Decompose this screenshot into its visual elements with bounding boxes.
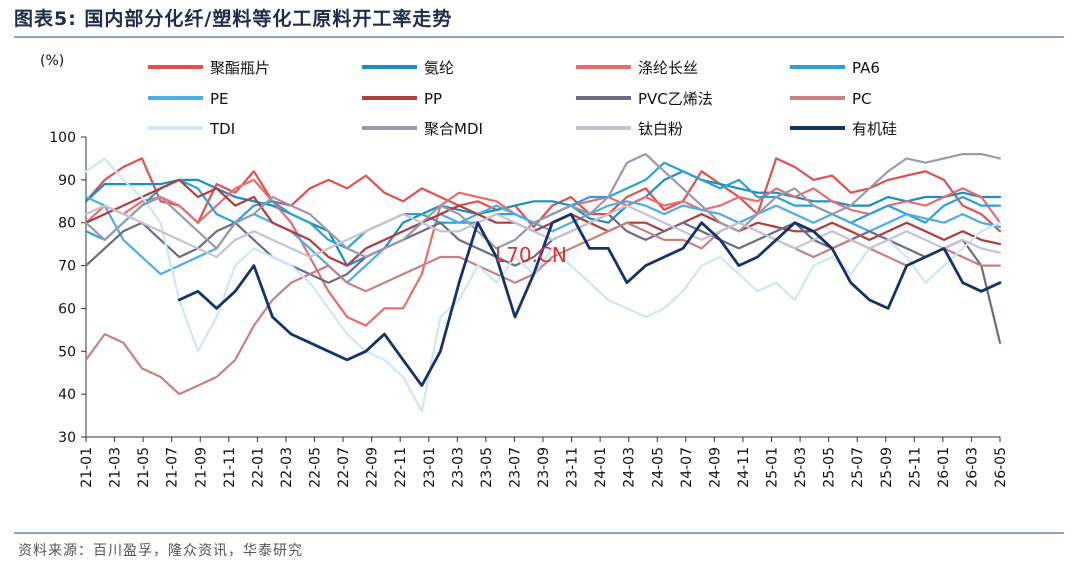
series-line: [84, 204, 1002, 259]
source-note: 资料来源：百川盈孚，隆众资讯，华泰研究: [18, 543, 303, 559]
y-tick-label: 80: [58, 216, 76, 232]
legend-label: 聚酯瓶片: [210, 59, 270, 77]
legend-label: 聚合MDI: [424, 120, 483, 138]
x-tick-label: 22-07: [336, 447, 352, 488]
series-line: [177, 212, 1002, 387]
legend-label: TDI: [209, 120, 235, 138]
x-tick-label: 23-07: [507, 447, 523, 488]
y-tick-label: 60: [58, 301, 76, 317]
legend-label: 涤纶长丝: [638, 59, 698, 77]
page-title: 图表5: 国内部分化纤/塑料等化工原料开工率走势: [14, 8, 453, 30]
legend-label: 氨纶: [424, 59, 454, 77]
x-tick-label: 23-03: [450, 447, 466, 488]
footer-divider: [14, 532, 1064, 534]
y-tick-label: 70: [58, 259, 76, 275]
series-line: [84, 213, 1002, 344]
x-tick-label: 23-05: [479, 447, 495, 488]
x-tick-label: 21-07: [165, 447, 181, 488]
x-tick-label: 25-09: [879, 447, 895, 488]
x-tick-label: 24-09: [707, 447, 723, 488]
x-tick-label: 24-07: [679, 447, 695, 488]
x-tick-label: 23-09: [536, 447, 552, 488]
x-tick-label: 25-05: [822, 447, 838, 488]
x-tick-label: 24-01: [593, 447, 609, 488]
x-tick-label: 22-09: [365, 447, 381, 488]
x-tick-label: 24-11: [736, 447, 752, 488]
x-tick-label: 25-03: [793, 447, 809, 488]
x-tick-label: 24-05: [650, 447, 666, 488]
y-tick-label: 50: [58, 344, 76, 360]
legend-label: 钛白粉: [638, 120, 683, 138]
y-tick-label: 40: [58, 387, 76, 403]
x-tick-label: 21-11: [222, 447, 238, 488]
x-tick-label: 26-03: [964, 447, 980, 488]
y-tick-label: 90: [58, 173, 76, 189]
legend: 聚酯瓶片 氨纶 涤纶长丝 PA6 PE PP PVC乙烯法 PC TDI 聚合MDI 钛白粉 有机硅: [148, 59, 897, 138]
x-tick-label: 21-03: [108, 447, 124, 488]
legend-label: PVC乙烯法: [638, 90, 713, 108]
x-tick-label: 21-01: [79, 447, 95, 488]
x-tick-label: 23-11: [565, 447, 581, 488]
plot-area: [84, 153, 1002, 413]
legend-label: PA6: [852, 59, 880, 77]
x-tick-label: 22-05: [308, 447, 324, 488]
x-tick-label: 25-07: [850, 447, 866, 488]
legend-label: PP: [424, 90, 442, 108]
y-tick-label: 100: [49, 130, 76, 146]
x-tick-label: 26-01: [936, 447, 952, 488]
series-line: [84, 221, 1002, 396]
series-line: [84, 153, 1002, 259]
legend-label: PC: [852, 90, 872, 108]
x-tick-label: 22-01: [250, 447, 266, 488]
x-tick-label: 26-05: [993, 447, 1009, 488]
legend-label: 有机硅: [852, 120, 897, 138]
title-divider: [14, 36, 1064, 38]
axes: 30 40 50 60 70 80 90 100 (%) 21-01 21-03 21-05 21-07…: [40, 53, 1009, 488]
x-tick-label: 21-09: [193, 447, 209, 488]
x-tick-label: 23-01: [422, 447, 438, 488]
legend-label: PE: [210, 90, 229, 108]
x-tick-label: 21-05: [136, 447, 152, 488]
x-tick-label: 25-01: [765, 447, 781, 488]
y-tick-label: 30: [58, 430, 76, 446]
x-tick-label: 22-11: [393, 447, 409, 488]
x-tick-label: 22-03: [279, 447, 295, 488]
series-line: [84, 157, 1002, 233]
y-axis-label: (%): [40, 53, 64, 69]
series-line: [84, 170, 1002, 267]
series-line: [84, 157, 1002, 413]
x-tick-label: 24-03: [622, 447, 638, 488]
watermark: L70.CN: [495, 243, 567, 267]
x-tick-label: 25-11: [907, 447, 923, 488]
series-line: [84, 178, 1002, 267]
